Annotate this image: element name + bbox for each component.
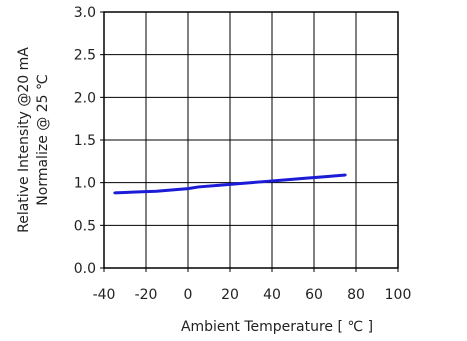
- series-point: [323, 175, 326, 178]
- grid-lines: [104, 12, 398, 268]
- x-tick-label: -40: [93, 287, 116, 303]
- y-tick-label: 1.5: [74, 133, 96, 149]
- y-tick-label: 2.5: [74, 48, 96, 64]
- series-point: [176, 188, 179, 191]
- series-point: [197, 185, 200, 189]
- series-point: [260, 180, 263, 184]
- y-tick-label: 3.0: [74, 5, 96, 21]
- x-tick-label: 60: [305, 287, 323, 303]
- series-point: [239, 182, 242, 185]
- x-tick-label: -20: [135, 287, 158, 303]
- series-point: [155, 190, 158, 193]
- series-point: [134, 190, 137, 194]
- series-point: [186, 187, 190, 190]
- tick-marks: [100, 11, 399, 272]
- y-tick-label: 0.5: [74, 218, 96, 234]
- x-tick-labels: -40 -20 0 20 40 60 80 100: [93, 287, 412, 303]
- y-tick-label: 2.0: [74, 90, 96, 106]
- y-tick-label: 0.0: [74, 261, 96, 277]
- series-point: [302, 177, 305, 180]
- x-tick-label: 0: [184, 287, 193, 303]
- series-point: [281, 178, 284, 182]
- y-tick-label: 1.0: [74, 176, 96, 192]
- x-tick-label: 100: [385, 287, 412, 303]
- y-tick-labels: 0.0 0.5 1.0 1.5 2.0 2.5 3.0: [74, 5, 96, 277]
- y-axis-title-line-1: Relative Intensity @20 mA: [16, 47, 32, 233]
- x-axis-title: Ambient Temperature [ ℃ ]: [181, 319, 373, 335]
- series-layer: [113, 173, 347, 195]
- series-point: [113, 191, 116, 195]
- y-axis-title-line-2: Normalize @ 25 ℃: [35, 74, 51, 205]
- x-tick-label: 40: [263, 287, 281, 303]
- x-tick-label: 20: [221, 287, 239, 303]
- series-point: [218, 184, 221, 187]
- series-point: [344, 173, 347, 177]
- x-tick-label: 80: [347, 287, 365, 303]
